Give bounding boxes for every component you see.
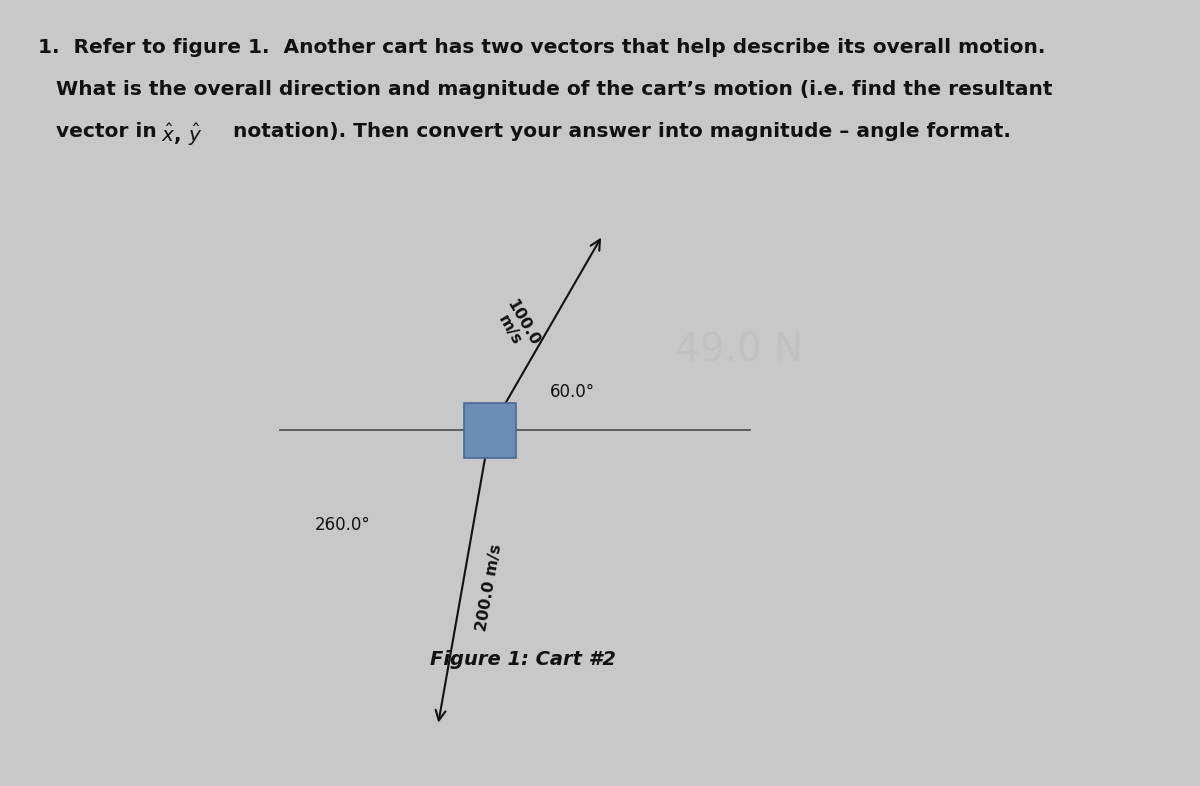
Bar bbox=[464, 402, 516, 457]
Text: 60.0°: 60.0° bbox=[550, 383, 595, 401]
Text: 260.0°: 260.0° bbox=[314, 516, 371, 534]
Text: notation). Then convert your answer into magnitude – angle format.: notation). Then convert your answer into… bbox=[220, 122, 1010, 141]
Text: vector in: vector in bbox=[56, 122, 170, 141]
Text: 1.  Refer to figure 1.  Another cart has two vectors that help describe its over: 1. Refer to figure 1. Another cart has t… bbox=[38, 38, 1045, 57]
Text: $\hat{x}$, $\hat{y}$: $\hat{x}$, $\hat{y}$ bbox=[161, 122, 203, 148]
Text: 200.0 m/s: 200.0 m/s bbox=[474, 543, 504, 632]
Text: Figure 1: Cart #2: Figure 1: Cart #2 bbox=[430, 650, 616, 669]
Text: What is the overall direction and magnitude of the cart’s motion (i.e. find the : What is the overall direction and magnit… bbox=[56, 80, 1052, 99]
Text: 49.0 N: 49.0 N bbox=[674, 331, 803, 369]
Text: 100.0
m/s: 100.0 m/s bbox=[490, 297, 542, 356]
